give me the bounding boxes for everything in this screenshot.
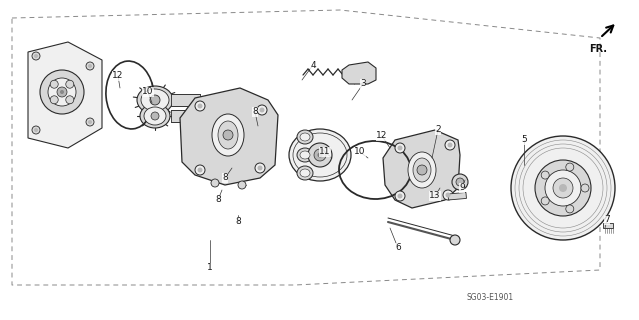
Circle shape (258, 165, 263, 171)
Text: 12: 12 (112, 71, 124, 81)
Ellipse shape (297, 148, 313, 162)
Circle shape (447, 142, 452, 148)
Text: 8: 8 (235, 218, 241, 227)
Circle shape (48, 78, 76, 106)
Circle shape (452, 174, 468, 190)
Text: FR.: FR. (589, 44, 607, 54)
Circle shape (40, 70, 84, 114)
Circle shape (50, 80, 58, 88)
Ellipse shape (297, 166, 313, 180)
Text: 1: 1 (207, 263, 213, 273)
Text: 6: 6 (395, 244, 401, 252)
Circle shape (60, 90, 64, 94)
Circle shape (257, 105, 267, 115)
Text: 2: 2 (435, 125, 441, 134)
Circle shape (86, 62, 94, 70)
Ellipse shape (297, 130, 313, 144)
Polygon shape (171, 110, 200, 122)
Circle shape (450, 235, 460, 245)
Circle shape (150, 95, 160, 105)
Text: 4: 4 (310, 60, 316, 69)
Polygon shape (383, 130, 460, 208)
Circle shape (34, 54, 38, 58)
Circle shape (223, 130, 233, 140)
Circle shape (66, 96, 73, 104)
Ellipse shape (408, 152, 436, 188)
Circle shape (397, 194, 403, 198)
Ellipse shape (300, 169, 310, 177)
Polygon shape (342, 62, 376, 84)
Text: 10: 10 (354, 148, 366, 156)
Circle shape (541, 197, 549, 205)
Circle shape (511, 136, 615, 240)
Circle shape (545, 170, 581, 206)
Circle shape (395, 143, 405, 153)
Text: 9: 9 (459, 183, 465, 193)
Circle shape (559, 184, 567, 192)
Circle shape (66, 80, 73, 88)
Polygon shape (171, 94, 200, 106)
Polygon shape (28, 42, 102, 148)
Text: 8: 8 (215, 196, 221, 204)
Text: 8: 8 (252, 108, 258, 116)
Circle shape (197, 103, 203, 108)
Ellipse shape (137, 86, 173, 114)
Ellipse shape (300, 133, 310, 141)
Polygon shape (603, 223, 613, 228)
Text: 7: 7 (604, 215, 610, 225)
Ellipse shape (140, 104, 170, 128)
Circle shape (34, 128, 38, 132)
Circle shape (151, 112, 159, 120)
Circle shape (195, 101, 205, 111)
Circle shape (397, 146, 403, 150)
Circle shape (308, 143, 332, 167)
Circle shape (88, 120, 92, 124)
Circle shape (535, 160, 591, 216)
Ellipse shape (141, 89, 169, 111)
Circle shape (50, 96, 58, 104)
Circle shape (445, 193, 450, 197)
Circle shape (259, 108, 265, 113)
Circle shape (417, 165, 427, 175)
Circle shape (195, 165, 205, 175)
Text: 5: 5 (521, 135, 527, 145)
Circle shape (395, 191, 405, 201)
Circle shape (566, 205, 574, 213)
Circle shape (553, 178, 573, 198)
Circle shape (456, 178, 464, 186)
Circle shape (581, 184, 589, 192)
Text: 11: 11 (320, 148, 331, 156)
Text: SG03-E1901: SG03-E1901 (466, 293, 514, 302)
Circle shape (445, 140, 455, 150)
Circle shape (314, 149, 326, 161)
Ellipse shape (212, 114, 244, 156)
Circle shape (238, 181, 246, 189)
Text: 3: 3 (360, 79, 366, 89)
Circle shape (443, 190, 453, 200)
Circle shape (566, 163, 574, 171)
Text: 8: 8 (222, 173, 228, 182)
Ellipse shape (289, 129, 351, 181)
Text: 10: 10 (142, 87, 154, 97)
Text: 12: 12 (376, 132, 388, 140)
Circle shape (88, 64, 92, 68)
Ellipse shape (413, 158, 431, 182)
Circle shape (32, 52, 40, 60)
Ellipse shape (218, 121, 238, 149)
Circle shape (57, 87, 67, 97)
Circle shape (86, 118, 94, 126)
Text: 13: 13 (429, 191, 441, 201)
Ellipse shape (144, 107, 166, 125)
Circle shape (318, 153, 323, 157)
Circle shape (255, 163, 265, 173)
Circle shape (541, 171, 549, 179)
Circle shape (32, 126, 40, 134)
Circle shape (197, 167, 203, 172)
Bar (448, 192, 466, 200)
Ellipse shape (300, 151, 310, 159)
Circle shape (211, 179, 219, 187)
Polygon shape (180, 88, 278, 185)
